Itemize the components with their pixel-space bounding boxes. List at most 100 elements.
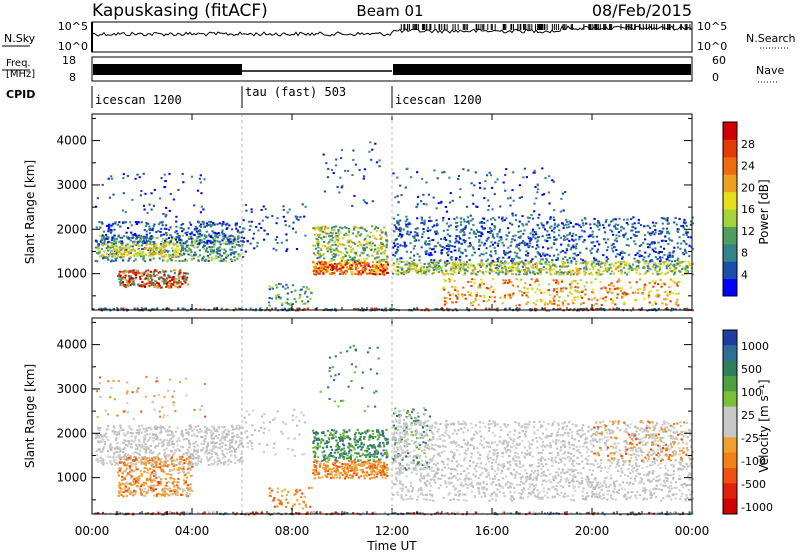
range-gate-cell	[381, 231, 384, 234]
range-gate-cell	[139, 284, 142, 287]
range-gate-cell	[456, 264, 459, 267]
range-gate-cell	[572, 232, 575, 235]
range-gate-cell	[120, 240, 124, 243]
range-gate-cell	[503, 281, 506, 284]
range-gate-cell	[367, 255, 370, 258]
range-gate-cell	[462, 265, 465, 268]
range-gate-cell	[401, 268, 404, 271]
range-gate-cell	[458, 196, 462, 199]
range-gate-cell	[590, 271, 593, 274]
range-gate-cell	[480, 278, 483, 281]
range-gate-cell	[301, 203, 304, 206]
range-gate-cell	[327, 265, 330, 268]
range-gate-cell	[185, 429, 188, 431]
range-gate-cell	[425, 243, 428, 246]
range-gate-cell	[183, 252, 186, 255]
range-gate-cell	[113, 228, 116, 231]
range-gate-cell	[385, 234, 388, 237]
range-gate-cell	[633, 257, 636, 260]
range-gate-cell	[651, 241, 654, 244]
range-gate-cell	[376, 251, 379, 254]
range-gate-cell	[359, 261, 362, 264]
range-gate-cell	[600, 304, 603, 306]
range-gate-cell	[343, 233, 346, 236]
range-gate-cell	[380, 236, 383, 239]
range-gate-cell	[178, 440, 181, 442]
range-gate-cell	[464, 226, 467, 229]
range-gate-cell	[198, 229, 201, 231]
range-gate-cell	[505, 272, 508, 275]
range-gate-cell	[561, 249, 564, 252]
range-gate-cell	[115, 257, 118, 260]
range-gate-cell	[553, 243, 556, 245]
range-gate-cell	[555, 272, 558, 275]
range-gate-cell	[355, 264, 358, 267]
range-gate-cell	[664, 240, 667, 243]
range-gate-cell	[534, 231, 537, 233]
range-gate-cell	[119, 424, 122, 427]
range-gate-cell	[446, 233, 449, 236]
range-gate-cell	[178, 259, 181, 262]
nave-tick-top: 60	[712, 54, 726, 67]
range-gate-cell	[115, 437, 118, 440]
range-gate-cell	[103, 440, 106, 443]
range-gate-cell	[123, 251, 126, 254]
range-gate-cell	[502, 181, 505, 184]
range-gate-cell	[668, 259, 671, 262]
range-gate-cell	[194, 239, 197, 242]
range-gate-cell	[242, 237, 246, 240]
range-gate-cell	[498, 228, 502, 231]
range-gate-cell	[399, 184, 402, 187]
range-gate-cell	[125, 271, 128, 273]
range-gate-cell	[118, 453, 121, 456]
range-gate-cell	[121, 236, 124, 239]
range-gate-cell	[610, 282, 613, 285]
range-gate-cell	[153, 286, 156, 288]
range-gate-cell	[654, 300, 657, 303]
date-label: 08/Feb/2015	[592, 1, 692, 20]
range-gate-cell	[238, 231, 241, 234]
range-gate-cell	[317, 236, 320, 239]
range-gate-cell	[489, 265, 492, 268]
range-gate-cell	[282, 285, 285, 288]
range-gate-cell	[539, 273, 542, 276]
range-gate-cell	[684, 260, 687, 263]
range-gate-cell	[276, 236, 279, 238]
range-gate-cell	[521, 222, 524, 225]
range-gate-cell	[511, 284, 514, 287]
range-gate-cell	[531, 233, 534, 236]
range-gate-cell	[161, 249, 164, 252]
range-gate-cell	[624, 232, 627, 235]
range-gate-cell	[435, 308, 438, 310]
range-gate-cell	[647, 292, 650, 295]
range-gate-cell	[665, 260, 668, 263]
range-gate-cell	[175, 251, 178, 253]
range-gate-cell	[519, 261, 522, 264]
range-gate-cell	[182, 272, 186, 275]
range-gate-cell	[379, 265, 382, 268]
range-gate-cell	[114, 259, 117, 262]
range-gate-cell	[368, 247, 371, 250]
range-gate-cell	[101, 222, 104, 225]
range-gate-cell	[483, 296, 486, 299]
range-gate-cell	[122, 283, 125, 286]
range-gate-cell	[438, 260, 441, 262]
range-gate-cell	[642, 258, 645, 261]
range-gate-cell	[250, 211, 253, 214]
range-gate-cell	[316, 252, 319, 255]
range-gate-cell	[606, 291, 609, 294]
range-gate-cell	[364, 266, 367, 269]
range-gate-cell	[438, 267, 441, 270]
range-gate-cell	[486, 258, 489, 261]
range-gate-cell	[378, 266, 381, 269]
range-gate-cell	[566, 234, 569, 237]
range-gate-cell	[260, 226, 263, 229]
range-gate-cell	[466, 266, 469, 269]
range-gate-cell	[157, 246, 161, 249]
range-gate-cell	[518, 184, 521, 187]
range-gate-cell	[626, 223, 630, 226]
range-gate-cell	[476, 206, 479, 208]
range-gate-cell	[148, 203, 151, 206]
range-gate-cell	[463, 241, 466, 244]
range-gate-cell	[591, 233, 594, 236]
